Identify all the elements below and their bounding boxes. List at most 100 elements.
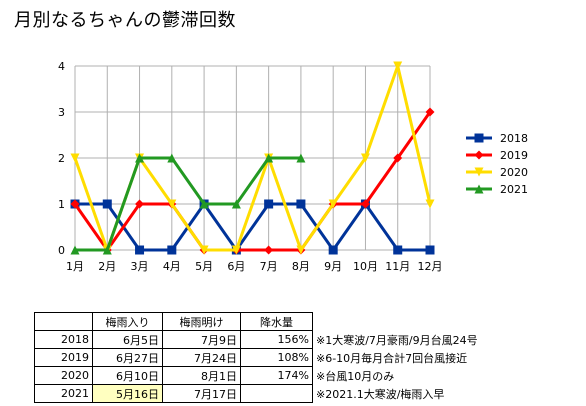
x-tick-label: 5月 (195, 260, 213, 273)
data-point (360, 153, 370, 163)
data-point (296, 199, 306, 209)
data-point (474, 167, 484, 177)
legend-label: 2019 (500, 149, 528, 162)
x-axis-tick-labels: 1月 2月 3月 4月 5月 6月 7月 8月 9月 10月 11月 12月 (66, 260, 443, 273)
data-point (231, 199, 241, 209)
row-rainy-end: 7月24日 (162, 348, 241, 367)
data-point (264, 199, 274, 209)
x-tick-label: 6月 (227, 260, 245, 273)
data-point (425, 245, 435, 255)
table-row: 2021 5月16日 7月17日 ※2021.1大寒波/梅雨入早 (34, 384, 493, 403)
y-axis-tick-labels: 0 1 2 3 4 (58, 60, 65, 257)
data-point (231, 245, 241, 255)
data-point (70, 153, 80, 163)
data-point (360, 199, 370, 209)
series-line-2021 (75, 156, 301, 252)
table-header-end: 梅雨明け (162, 312, 241, 331)
table-row: 2020 6月10日 8月1日 174% ※台風10月のみ (34, 366, 493, 385)
row-note: ※1大寒波/7月豪雨/9月台風24号 (316, 333, 478, 347)
data-point (135, 245, 145, 255)
legend-item-2020: 2020 (466, 166, 528, 179)
data-point (474, 184, 484, 194)
data-point (328, 245, 338, 255)
table-row: 2018 6月5日 7月9日 156% ※1大寒波/7月豪雨/9月台風24号 (34, 330, 493, 349)
data-point (167, 153, 177, 163)
row-rainfall: 108% (240, 348, 313, 367)
row-rainy-end: 8月1日 (162, 366, 241, 385)
series-2021 (70, 153, 306, 255)
x-tick-label: 12月 (418, 260, 443, 273)
data-point (296, 153, 306, 163)
legend-item-2018: 2018 (466, 132, 528, 145)
y-tick-label: 1 (58, 198, 65, 211)
data-point (199, 199, 209, 209)
row-rainy-start: 6月27日 (92, 348, 163, 367)
data-point (70, 245, 80, 255)
data-point (474, 150, 484, 160)
row-year: 2021 (34, 384, 93, 403)
data-point (393, 245, 403, 255)
x-tick-label: 2月 (98, 260, 116, 273)
data-point (425, 107, 435, 117)
x-tick-label: 1月 (66, 260, 84, 273)
data-point (102, 245, 112, 255)
row-rainfall: 156% (240, 330, 313, 349)
row-note: ※台風10月のみ (316, 369, 395, 383)
data-point (167, 245, 177, 255)
table-header-corner (34, 312, 93, 331)
x-tick-label: 3月 (131, 260, 149, 273)
row-rainfall: 174% (240, 366, 313, 385)
row-year: 2018 (34, 330, 93, 349)
row-rainy-end: 7月9日 (162, 330, 241, 349)
legend-label: 2021 (500, 183, 528, 196)
legend-item-2019: 2019 (466, 149, 528, 162)
legend-item-2021: 2021 (466, 183, 528, 196)
series-line-2019 (73, 111, 432, 252)
x-tick-label: 4月 (163, 260, 181, 273)
legend-label: 2020 (500, 166, 528, 179)
data-point (474, 133, 484, 143)
table-header-start: 梅雨入り (92, 312, 163, 331)
table-row: 2019 6月27日 7月24日 108% ※6-10月毎月合計7回台風接近 (34, 348, 493, 367)
x-tick-label: 8月 (292, 260, 310, 273)
series-group (70, 61, 435, 255)
row-rainy-start: 6月10日 (92, 366, 163, 385)
data-point (393, 153, 403, 163)
x-tick-label: 9月 (324, 260, 342, 273)
row-note: ※2021.1大寒波/梅雨入早 (316, 387, 445, 401)
table-header-row: 梅雨入り 梅雨明け 降水量 (34, 312, 493, 331)
y-tick-label: 0 (58, 244, 65, 257)
data-point (167, 199, 177, 209)
row-rainy-end: 7月17日 (162, 384, 241, 403)
chart-title: 月別なるちゃんの鬱滞回数 (14, 10, 236, 31)
data-point (393, 61, 403, 71)
series-line-2018 (75, 202, 430, 252)
y-tick-label: 3 (58, 106, 65, 119)
row-year: 2020 (34, 366, 93, 385)
legend-label: 2018 (500, 132, 528, 145)
x-tick-label: 7月 (260, 260, 278, 273)
legend: 2018 2019 2020 2021 (466, 132, 528, 196)
row-rainfall (240, 384, 313, 403)
data-point (199, 245, 209, 255)
row-note: ※6-10月毎月合計7回台風接近 (316, 351, 468, 365)
row-rainy-start: 6月5日 (92, 330, 163, 349)
data-point (264, 153, 274, 163)
row-year: 2019 (34, 348, 93, 367)
table-header-note (313, 313, 493, 331)
y-tick-label: 4 (58, 60, 65, 73)
data-point (296, 245, 306, 255)
row-rainy-start: 5月16日 (92, 384, 163, 403)
rainy-season-table: 梅雨入り 梅雨明け 降水量 2018 6月5日 7月9日 156% ※1大寒波/7月豪雨… (34, 312, 493, 403)
x-tick-label: 10月 (353, 260, 378, 273)
data-point (425, 199, 435, 209)
data-point (135, 199, 145, 209)
y-tick-label: 2 (58, 152, 65, 165)
data-point (264, 245, 274, 255)
data-point (102, 199, 112, 209)
data-point (70, 199, 80, 209)
table-header-rain: 降水量 (240, 312, 313, 331)
data-point (328, 199, 338, 209)
data-point (135, 153, 145, 163)
